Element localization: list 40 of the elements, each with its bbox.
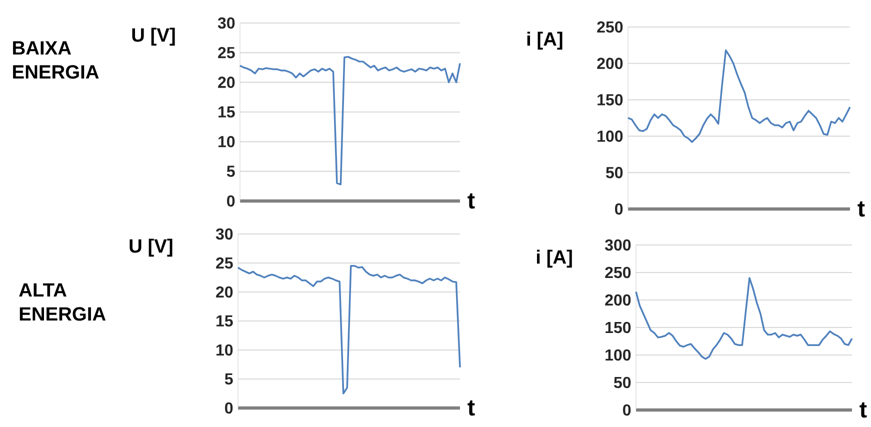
- y-tick-label: 200: [605, 294, 631, 306]
- x-axis-title: t: [468, 400, 475, 416]
- x-axis-title: t: [860, 402, 867, 418]
- y-tick-label: 20: [216, 286, 233, 298]
- y-tick-label: 50: [606, 166, 623, 178]
- y-tick-label: 20: [218, 76, 235, 88]
- y-tick-label: 150: [606, 322, 631, 334]
- y-tick-label: 250: [597, 21, 623, 33]
- y-tick-label: 0: [615, 203, 623, 215]
- y-axis-title: i [A]: [536, 250, 572, 268]
- y-tick-label: 10: [218, 136, 235, 148]
- y-tick-label: 250: [605, 266, 631, 278]
- text: ALTA ENERGIA: [19, 283, 106, 321]
- y-tick-label: 100: [606, 349, 631, 361]
- line-series: [237, 265, 461, 394]
- y-tick-label: 0: [225, 402, 233, 414]
- y-tick-label: 150: [598, 94, 623, 106]
- text: BAIXA ENERGIA: [13, 41, 99, 79]
- x-axis-title: t: [468, 193, 475, 209]
- y-axis-title: U [V]: [130, 238, 172, 257]
- y-tick-label: 300: [604, 239, 631, 251]
- y-tick-label: 30: [216, 228, 233, 240]
- y-tick-label: 25: [216, 257, 233, 269]
- y-tick-label: 5: [226, 166, 235, 177]
- y-tick-label: 30: [218, 17, 235, 29]
- y-tick-label: 25: [218, 47, 235, 58]
- y-tick-label: 100: [598, 130, 623, 142]
- y-tick-label: 0: [623, 404, 631, 416]
- line-series: [239, 56, 461, 186]
- y-tick-label: 0: [227, 195, 235, 207]
- y-axis-title: i [A]: [527, 32, 562, 50]
- y-tick-label: 200: [597, 58, 623, 70]
- y-axis-title: U [V]: [132, 28, 175, 46]
- y-tick-label: 15: [216, 315, 233, 327]
- line-series: [627, 49, 851, 143]
- y-tick-label: 10: [216, 344, 233, 356]
- y-tick-label: 5: [224, 373, 233, 385]
- y-tick-label: 50: [614, 376, 631, 388]
- x-axis-title: t: [858, 201, 865, 217]
- y-tick-label: 15: [218, 106, 235, 118]
